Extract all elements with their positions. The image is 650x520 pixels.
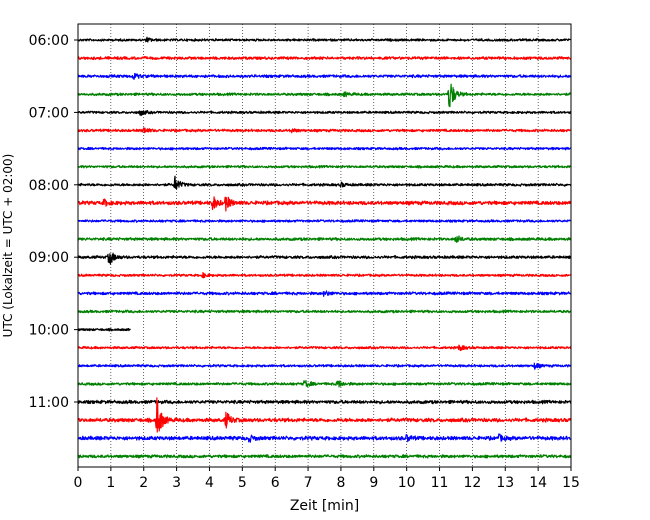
- seismo-trace: [77, 290, 572, 297]
- x-tick-label: 1: [106, 475, 115, 491]
- seismo-trace: [77, 55, 572, 61]
- x-axis-label: Zeit [min]: [290, 498, 359, 514]
- y-tick-label: 10:00: [29, 323, 69, 339]
- seismo-trace: [77, 196, 572, 212]
- x-tick-label: 2: [139, 475, 148, 491]
- seismo-trace: [77, 219, 572, 223]
- seismo-trace: [77, 344, 572, 352]
- plot-frame: [77, 23, 572, 468]
- seismo-trace: [77, 127, 571, 134]
- x-tick-label: 0: [74, 475, 83, 491]
- x-tick-label: 10: [398, 475, 416, 491]
- seismo-trace: [77, 271, 572, 279]
- y-tick-label: 11:00: [29, 395, 69, 411]
- x-tick-label: 13: [496, 475, 514, 491]
- x-tick-label: 15: [562, 475, 580, 491]
- seismo-trace: [77, 83, 572, 108]
- y-tick-label: 09:00: [29, 250, 69, 266]
- seismo-trace: [77, 164, 571, 169]
- seismo-trace: [77, 72, 572, 81]
- seismo-trace: [77, 175, 572, 190]
- x-tick-label: 5: [238, 475, 247, 491]
- seismo-trace: [77, 309, 571, 314]
- seismo-trace: [77, 235, 572, 243]
- y-axis-ticks: 06:00 07:00 08:00 09:00 10:00 11:00: [29, 33, 78, 411]
- seismo-trace: [77, 327, 131, 332]
- seismo-trace: [77, 454, 572, 459]
- seismo-trace: [77, 433, 571, 443]
- seismo-trace: [77, 146, 571, 151]
- y-axis-label: UTC (Lokalzeit = UTC + 02:00): [1, 154, 15, 338]
- x-tick-label: 8: [336, 475, 345, 491]
- traces-group: [77, 36, 572, 459]
- seismo-trace: [77, 252, 572, 265]
- seismo-trace: [77, 36, 571, 43]
- y-tick-label: 06:00: [29, 33, 69, 49]
- x-tick-label: 7: [304, 475, 313, 491]
- x-tick-label: 11: [431, 475, 449, 491]
- x-tick-label: 14: [529, 475, 547, 491]
- x-tick-label: 12: [463, 475, 481, 491]
- seismo-trace: [77, 110, 572, 117]
- y-tick-label: 07:00: [29, 105, 69, 121]
- x-axis-ticks: 0 1 2 3 4 5 6 7 8 9 10 11 12 13 14 15: [74, 467, 580, 491]
- seismo-trace: [77, 379, 572, 388]
- x-tick-label: 6: [271, 475, 280, 491]
- x-tick-label: 4: [205, 475, 214, 491]
- seismo-trace: [77, 362, 572, 370]
- grid-lines: [110, 24, 539, 467]
- x-tick-label: 3: [172, 475, 181, 491]
- x-tick-label: 9: [369, 475, 378, 491]
- seismo-trace: [77, 397, 572, 433]
- seismo-trace: [77, 399, 572, 405]
- y-tick-label: 08:00: [29, 178, 69, 194]
